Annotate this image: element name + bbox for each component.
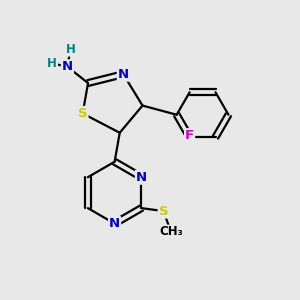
Text: S: S xyxy=(78,107,88,120)
Text: CH₃: CH₃ xyxy=(159,225,183,238)
Text: N: N xyxy=(136,171,147,184)
Text: N: N xyxy=(62,60,73,73)
Text: N: N xyxy=(109,217,120,230)
Text: N: N xyxy=(118,68,129,81)
Text: F: F xyxy=(185,129,194,142)
Text: H: H xyxy=(65,43,75,56)
Text: S: S xyxy=(159,205,168,218)
Text: H: H xyxy=(47,57,57,70)
